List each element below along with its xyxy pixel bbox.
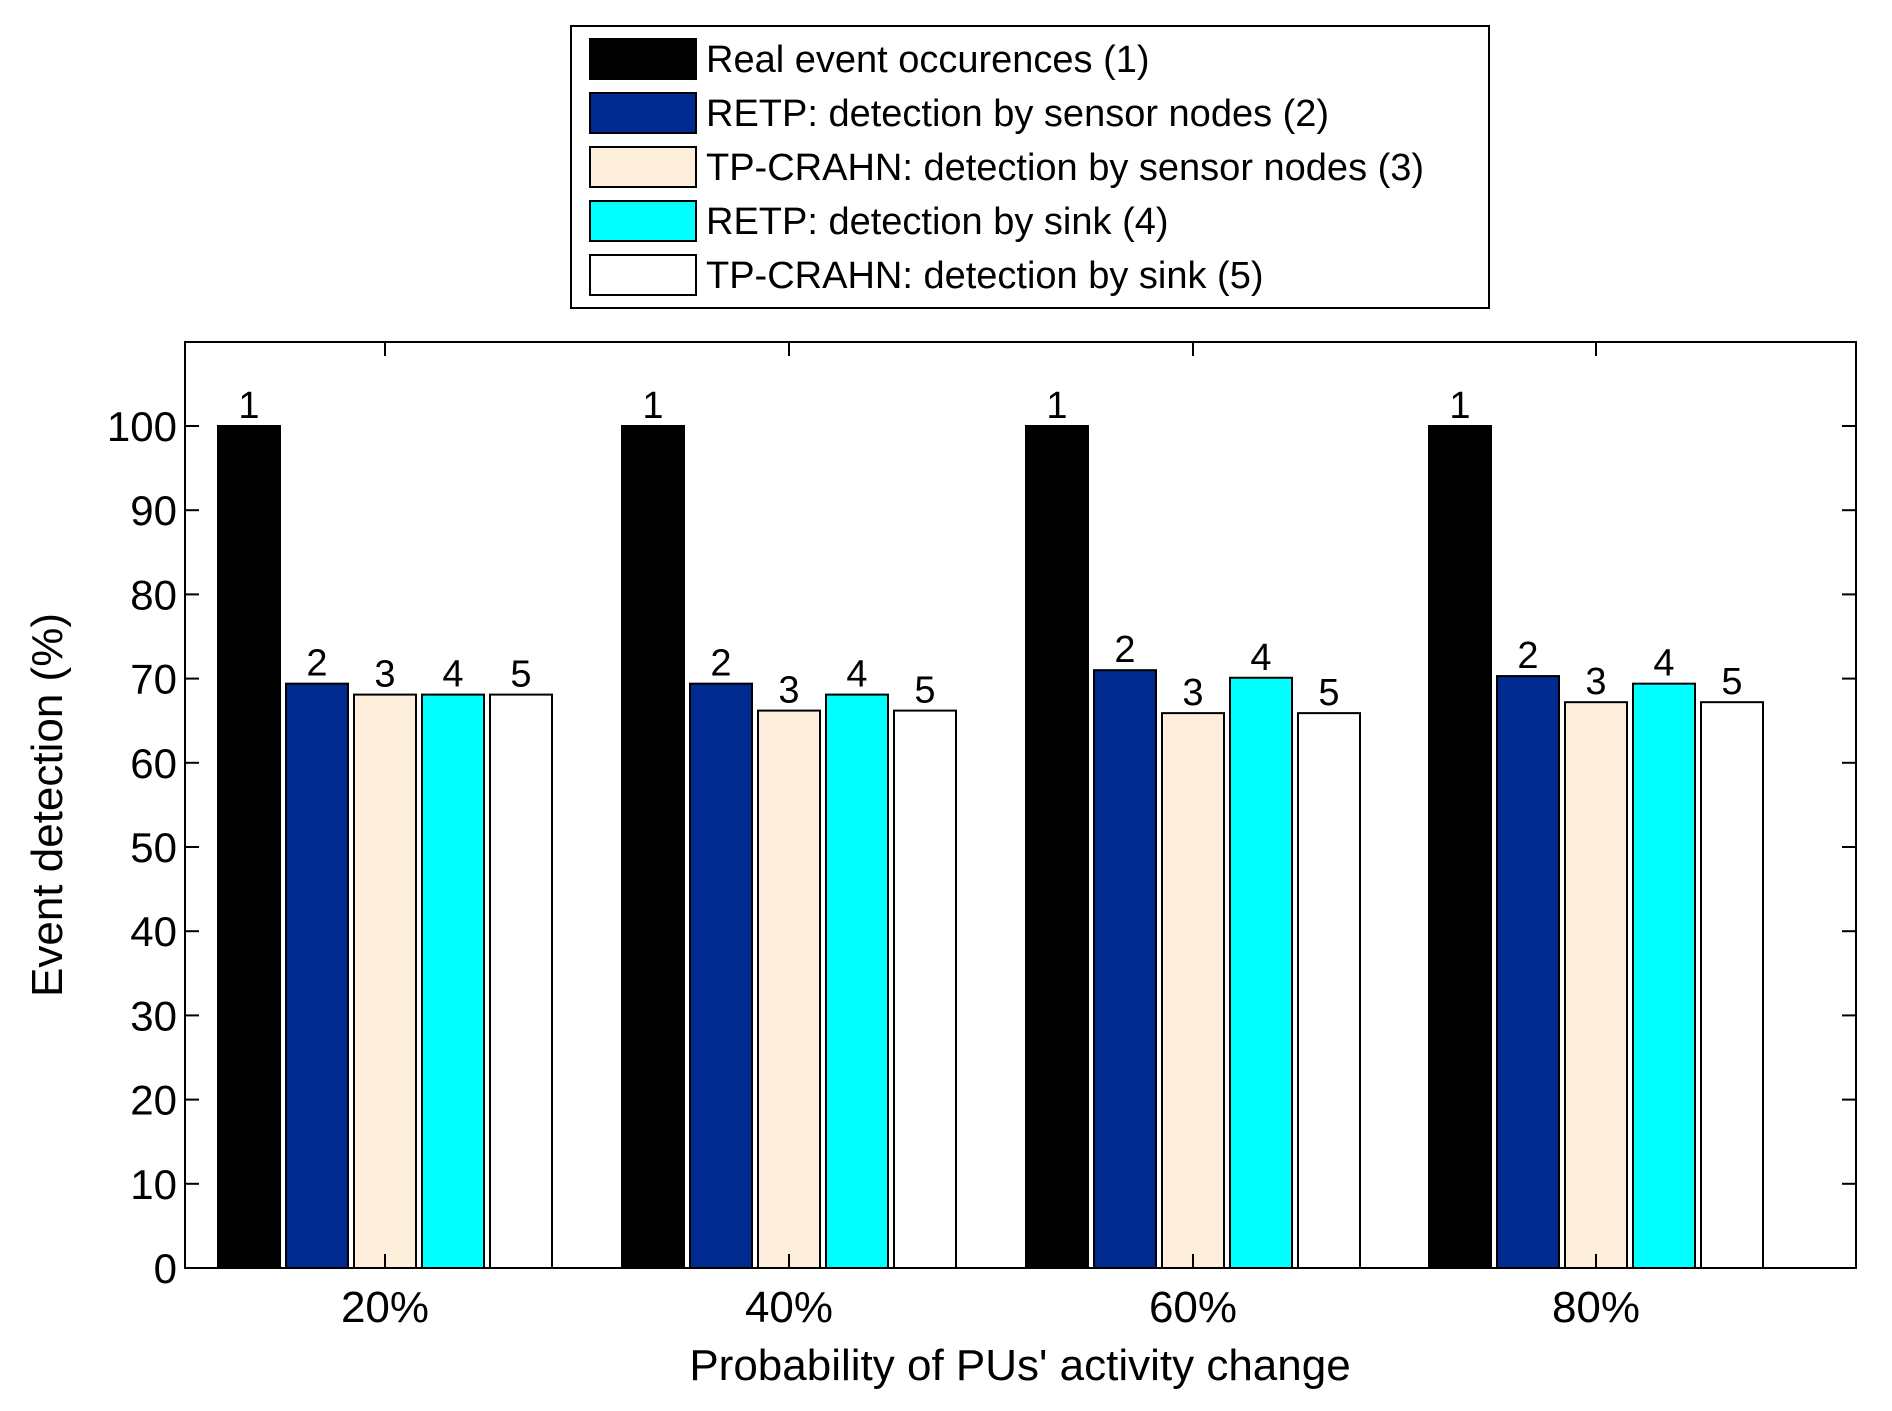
y-tick-label-100: 100: [107, 403, 177, 450]
bar-80%-series-1: [1428, 425, 1492, 1269]
bar-20%-series-1: [217, 425, 281, 1269]
bar-label-80%-series-5: 5: [1721, 661, 1742, 703]
bar-label-80%-series-4: 4: [1653, 643, 1674, 685]
bar-60%-series-2: [1093, 669, 1157, 1269]
bar-label-40%-series-5: 5: [914, 670, 935, 712]
bar-label-20%-series-5: 5: [510, 654, 531, 696]
x-axis-label: Probability of PUs' activity change: [689, 1341, 1350, 1390]
bar-label-40%-series-1: 1: [642, 385, 663, 427]
bar-40%-series-2: [689, 682, 753, 1269]
y-tick-label-30: 30: [130, 992, 177, 1039]
bar-80%-series-3: [1564, 701, 1628, 1269]
bar-20%-series-2: [285, 682, 349, 1269]
y-tick-label-50: 50: [130, 824, 177, 871]
bar-label-20%-series-3: 3: [374, 654, 395, 696]
y-tick-label-40: 40: [130, 908, 177, 955]
x-tick-label-2: 60%: [1149, 1283, 1237, 1332]
legend-swatch-3: [589, 146, 697, 188]
bar-label-60%-series-1: 1: [1046, 385, 1067, 427]
bar-label-80%-series-2: 2: [1517, 635, 1538, 677]
bar-40%-series-3: [757, 709, 821, 1269]
bar-label-20%-series-1: 1: [238, 385, 259, 427]
bar-20%-series-4: [421, 693, 485, 1269]
bar-80%-series-5: [1700, 701, 1764, 1269]
bar-40%-series-5: [893, 709, 957, 1269]
bar-20%-series-5: [489, 693, 553, 1269]
bar-label-20%-series-2: 2: [306, 643, 327, 685]
y-axis-label: Event detection (%): [23, 613, 72, 997]
y-tick-label-20: 20: [130, 1077, 177, 1124]
legend-swatch-5: [589, 254, 697, 296]
x-axis: 20% 40% 60% 80%: [341, 342, 1640, 1332]
bar-labels-group: 1 2 3 4 5 1 2 3 4 5 1 2 3 4 5 1 2 3 4 5: [238, 385, 1742, 714]
bar-40%-series-1: [621, 425, 685, 1269]
legend-label-3: TP-CRAHN: detection by sensor nodes (3): [706, 147, 1424, 189]
legend-label-5: TP-CRAHN: detection by sink (5): [706, 255, 1264, 297]
x-tick-label-1: 40%: [745, 1283, 833, 1332]
y-tick-label-10: 10: [130, 1161, 177, 1208]
legend-swatch-4: [589, 200, 697, 242]
bar-label-60%-series-4: 4: [1250, 637, 1271, 679]
bar-label-40%-series-2: 2: [710, 643, 731, 685]
y-tick-label-0: 0: [154, 1245, 177, 1292]
legend-label-4: RETP: detection by sink (4): [706, 201, 1169, 243]
bars-group: [217, 425, 1764, 1269]
y-tick-label-80: 80: [130, 571, 177, 618]
bar-80%-series-4: [1632, 682, 1696, 1269]
bar-40%-series-4: [825, 693, 889, 1269]
x-tick-label-0: 20%: [341, 1283, 429, 1332]
bar-80%-series-2: [1496, 675, 1560, 1269]
legend: Real event occurences (1) RETP: detection…: [570, 25, 1490, 309]
bar-60%-series-3: [1161, 712, 1225, 1269]
legend-label-1: Real event occurences (1): [706, 39, 1150, 81]
bar-60%-series-1: [1025, 425, 1089, 1269]
bar-label-60%-series-2: 2: [1114, 629, 1135, 671]
bar-label-60%-series-5: 5: [1318, 672, 1339, 714]
y-axis: 0 10 20 30 40 50 60 70 80 90 100: [107, 403, 1856, 1292]
legend-swatch-2: [589, 92, 697, 134]
bar-20%-series-3: [353, 693, 417, 1269]
bar-label-80%-series-3: 3: [1585, 661, 1606, 703]
legend-box: [570, 25, 1490, 309]
x-tick-label-3: 80%: [1552, 1283, 1640, 1332]
bar-label-60%-series-3: 3: [1182, 672, 1203, 714]
bar-label-80%-series-1: 1: [1449, 385, 1470, 427]
bar-60%-series-5: [1297, 712, 1361, 1269]
y-tick-label-70: 70: [130, 656, 177, 703]
bar-label-40%-series-3: 3: [778, 670, 799, 712]
bar-label-20%-series-4: 4: [442, 654, 463, 696]
legend-swatch-1: [589, 38, 697, 80]
legend-label-2: RETP: detection by sensor nodes (2): [706, 93, 1329, 135]
bar-60%-series-4: [1229, 676, 1293, 1269]
y-tick-label-60: 60: [130, 740, 177, 787]
bar-label-40%-series-4: 4: [846, 654, 867, 696]
y-tick-label-90: 90: [130, 487, 177, 534]
